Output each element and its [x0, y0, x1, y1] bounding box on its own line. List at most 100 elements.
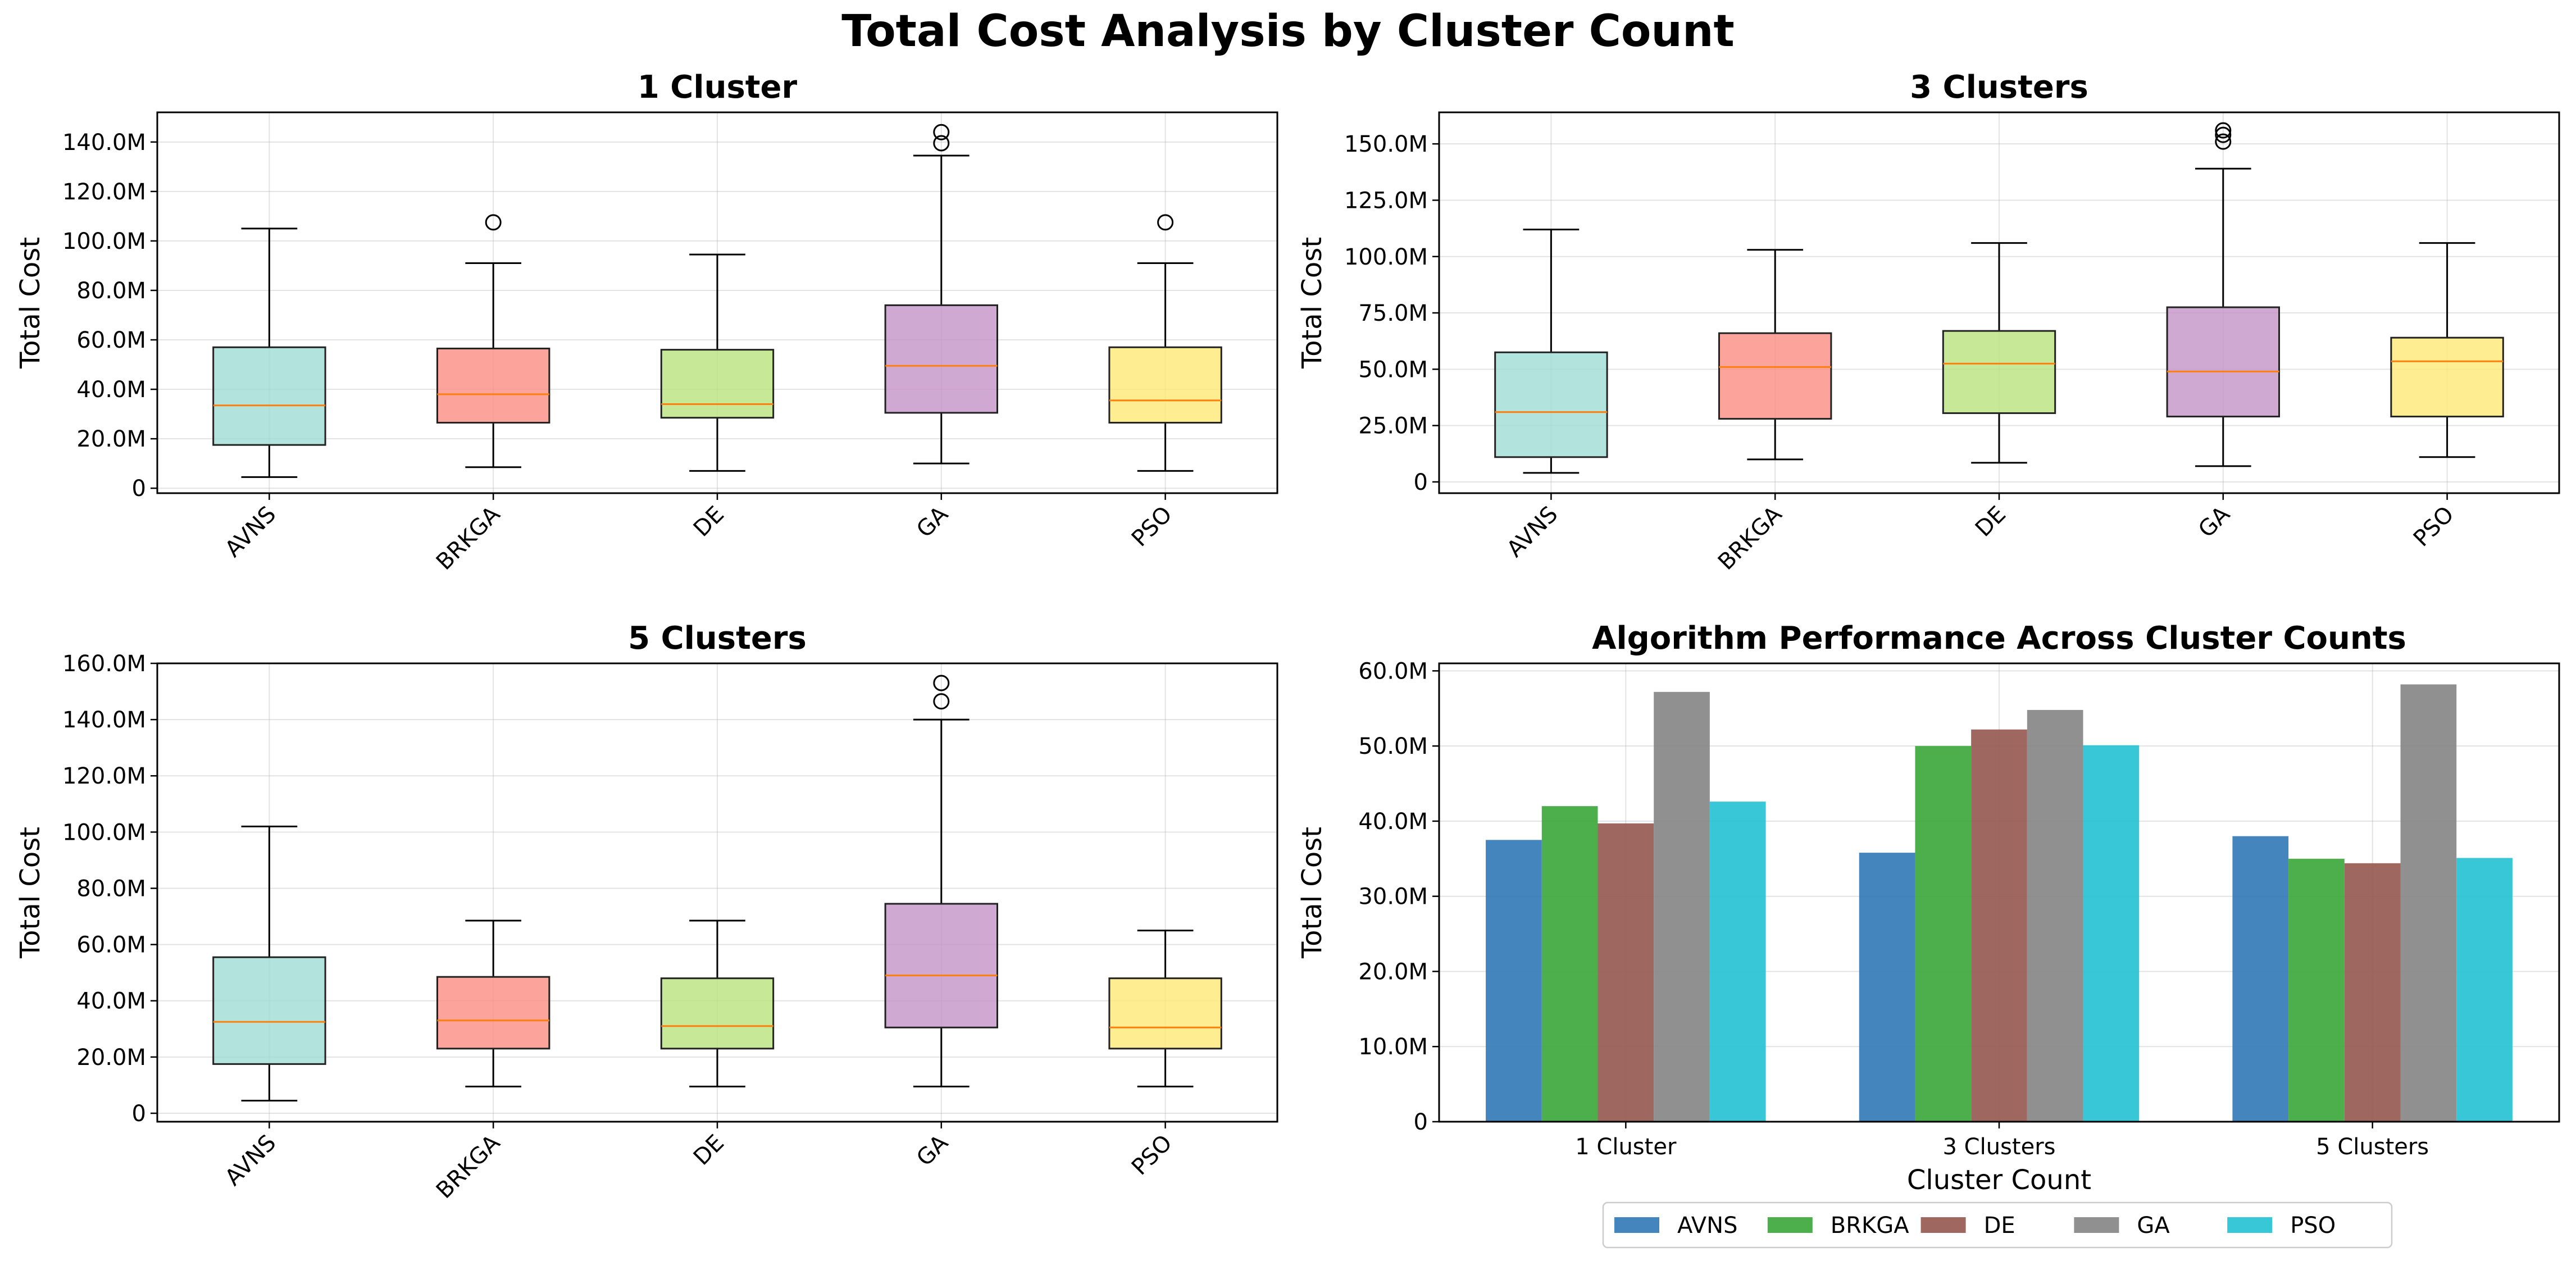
panel-title: 3 Clusters	[1910, 69, 2088, 106]
y-tick-label: 140.0M	[62, 130, 146, 156]
y-tick-label: 120.0M	[62, 763, 146, 789]
legend-label: AVNS	[1677, 1213, 1737, 1239]
y-tick-label: 80.0M	[76, 876, 146, 902]
y-tick-label: 25.0M	[1358, 413, 1428, 439]
x-tick-label: GA	[912, 501, 953, 543]
x-tick-label: AVNS	[1502, 502, 1563, 563]
bar-avns	[1859, 853, 1915, 1122]
panel-title: Algorithm Performance Across Cluster Cou…	[1592, 620, 2406, 657]
plot-frame	[1438, 662, 2560, 1123]
y-tick-label: 0	[1414, 470, 1428, 495]
bar-pso	[2083, 745, 2140, 1122]
x-tick-label: 3 Clusters	[1943, 1134, 2056, 1160]
y-tick-label: 40.0M	[1358, 809, 1428, 835]
box-ga	[884, 903, 998, 1028]
x-tick-label: GA	[2193, 501, 2235, 543]
outlier-point	[933, 693, 950, 710]
y-tick-label: 150.0M	[1344, 131, 1428, 157]
x-tick-label: AVNS	[220, 1130, 281, 1191]
box-brkga	[1718, 332, 1832, 420]
x-tick-label: PSO	[2409, 502, 2459, 552]
panel-3-clusters-boxplot: 0 25.0M 50.0M 75.0M 100.0M 125.0M 150.0M 3 Clus…	[1296, 69, 2560, 575]
panel-title: 1 Cluster	[638, 69, 798, 106]
panel-5-clusters-boxplot: 0 20.0M 40.0M 60.0M 80.0M 100.0M 120.0M 140.0M 1…	[15, 620, 1278, 1204]
legend-swatch-brkga	[1767, 1217, 1813, 1233]
box-pso	[2390, 336, 2504, 418]
y-tick-label: 40.0M	[76, 989, 146, 1014]
outlier-point	[2215, 133, 2232, 150]
y-axis-label: Total Cost	[1296, 827, 1328, 959]
box-brkga	[436, 976, 550, 1050]
y-axis-label: Total Cost	[15, 827, 46, 959]
legend-swatch-de	[1920, 1217, 1966, 1233]
y-tick-label: 60.0M	[1358, 658, 1428, 684]
box-avns	[212, 956, 326, 1065]
bar-ga	[2027, 709, 2083, 1122]
y-tick-label: 20.0M	[76, 1045, 146, 1071]
box-brkga	[436, 347, 550, 424]
bar-avns	[1486, 840, 1542, 1122]
y-axis-label: Total Cost	[1296, 237, 1328, 369]
box-pso	[1108, 346, 1222, 424]
box-avns	[1494, 351, 1608, 458]
y-tick-label: 100.0M	[1344, 244, 1428, 270]
outlier-point	[485, 214, 502, 231]
y-tick-label: 50.0M	[1358, 357, 1428, 383]
bar-pso	[1709, 802, 1766, 1122]
y-tick-label: 80.0M	[76, 278, 146, 304]
y-tick-label: 0	[132, 476, 146, 502]
box-pso	[1108, 977, 1222, 1050]
x-tick-label: BRKGA	[431, 1130, 506, 1204]
y-tick-label: 0	[132, 1101, 146, 1127]
y-tick-label: 125.0M	[1344, 188, 1428, 213]
y-tick-label: 100.0M	[62, 229, 146, 254]
y-tick-label: 20.0M	[76, 426, 146, 452]
y-tick-label: 20.0M	[1358, 959, 1428, 985]
y-axis-label: Total Cost	[15, 237, 46, 369]
legend-label: DE	[1984, 1213, 2015, 1239]
figure-title: Total Cost Analysis by Cluster Count	[841, 6, 1735, 57]
outlier-point	[933, 124, 950, 140]
y-tick-label: 0	[1414, 1109, 1428, 1135]
box-de	[660, 349, 775, 419]
y-tick-label: 75.0M	[1358, 301, 1428, 326]
bar-ga	[2400, 684, 2457, 1122]
y-tick-label: 40.0M	[76, 377, 146, 403]
y-tick-label: 30.0M	[1358, 884, 1428, 910]
y-tick-label: 60.0M	[76, 932, 146, 958]
legend-swatch-avns	[1614, 1217, 1659, 1233]
x-tick-label: DE	[1970, 502, 2011, 542]
legend: AVNS BRKGA DE GA PSO	[1602, 1201, 2393, 1249]
bar-pso	[2456, 858, 2513, 1122]
x-tick-label: BRKGA	[431, 501, 506, 575]
bar-de	[1971, 729, 2027, 1122]
x-tick-label: DE	[689, 1130, 729, 1171]
panel-1-cluster-boxplot: 0 20.0M 40.0M 60.0M 80.0M 100.0M 120.0M 140.0M 1…	[15, 69, 1278, 575]
legend-label: GA	[2137, 1213, 2170, 1239]
plot-frame	[1438, 111, 2560, 494]
x-tick-label: 5 Clusters	[2316, 1134, 2429, 1160]
bar-brkga	[1541, 806, 1598, 1122]
x-tick-label: PSO	[1127, 502, 1177, 552]
bar-de	[2344, 863, 2401, 1122]
box-de	[660, 977, 775, 1050]
y-tick-label: 140.0M	[62, 707, 146, 733]
outlier-point	[933, 675, 950, 691]
x-tick-label: DE	[689, 502, 729, 542]
legend-label: BRKGA	[1831, 1213, 1909, 1239]
legend-frame	[1602, 1201, 2393, 1249]
y-tick-label: 120.0M	[62, 179, 146, 205]
outlier-point	[2215, 126, 2232, 143]
x-tick-label: AVNS	[220, 502, 281, 563]
y-tick-label: 60.0M	[76, 327, 146, 353]
legend-swatch-ga	[2074, 1217, 2119, 1233]
bar-brkga	[2288, 858, 2345, 1122]
box-ga	[884, 304, 998, 414]
y-tick-label: 160.0M	[62, 651, 146, 677]
panel-title: 5 Clusters	[628, 620, 807, 657]
plot-frame	[156, 662, 1278, 1123]
legend-label: PSO	[2290, 1213, 2336, 1239]
bar-de	[1598, 823, 1654, 1122]
x-tick-label: PSO	[1127, 1130, 1177, 1181]
